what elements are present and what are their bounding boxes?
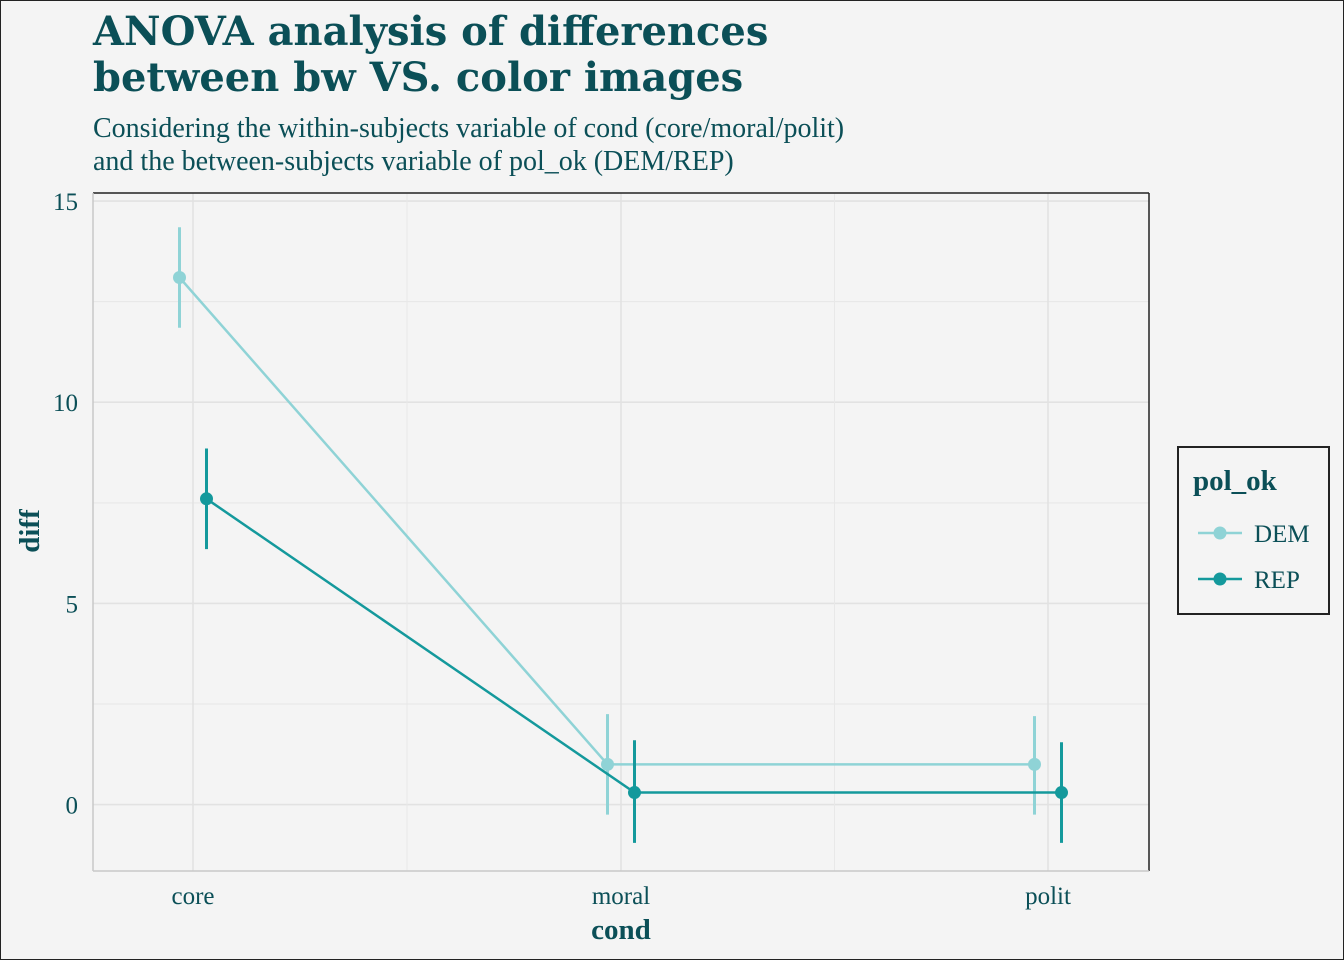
chart-subtitle-line-2: and the between-subjects variable of pol… bbox=[93, 146, 734, 177]
chart-title-line-2: between bw VS. color images bbox=[93, 54, 744, 101]
y-tick-label: 10 bbox=[53, 390, 78, 417]
y-tick-label: 0 bbox=[66, 793, 79, 820]
x-tick-label-polit: polit bbox=[1025, 883, 1071, 910]
x-axis-title: cond bbox=[591, 914, 651, 946]
point-REP-moral bbox=[628, 786, 641, 800]
series-REP bbox=[200, 448, 1068, 843]
legend-label-DEM: DEM bbox=[1254, 521, 1310, 548]
legend-title: pol_ok bbox=[1193, 465, 1278, 497]
point-REP-polit bbox=[1055, 786, 1068, 800]
y-tick-label: 15 bbox=[53, 189, 78, 216]
axes: 0 5 10 15 core moral polit bbox=[53, 189, 1150, 910]
legend-key-point bbox=[1213, 572, 1227, 586]
series-line-DEM bbox=[178, 276, 1035, 766]
legend-item-REP: REP bbox=[1198, 567, 1300, 594]
point-DEM-core bbox=[173, 270, 186, 284]
point-DEM-moral bbox=[601, 757, 614, 771]
point-DEM-polit bbox=[1028, 757, 1041, 771]
legend-box bbox=[1177, 446, 1330, 615]
point-REP-core bbox=[200, 492, 213, 506]
legend-key-point bbox=[1213, 526, 1227, 540]
x-tick-label-moral: moral bbox=[592, 883, 650, 910]
series-DEM bbox=[173, 227, 1041, 815]
y-axis-title: diff bbox=[14, 509, 46, 553]
y-tick-label: 5 bbox=[66, 591, 79, 618]
legend-item-DEM: DEM bbox=[1198, 521, 1310, 548]
chart-title-line-1: ANOVA analysis of differences bbox=[93, 8, 769, 55]
x-tick-label-core: core bbox=[171, 883, 214, 910]
chart-subtitle-line-1: Considering the within-subjects variable… bbox=[93, 113, 845, 144]
legend-label-REP: REP bbox=[1254, 567, 1300, 594]
legend: pol_ok DEM REP bbox=[1177, 446, 1330, 615]
grid-lines bbox=[93, 193, 1149, 871]
series-layer bbox=[173, 227, 1068, 843]
